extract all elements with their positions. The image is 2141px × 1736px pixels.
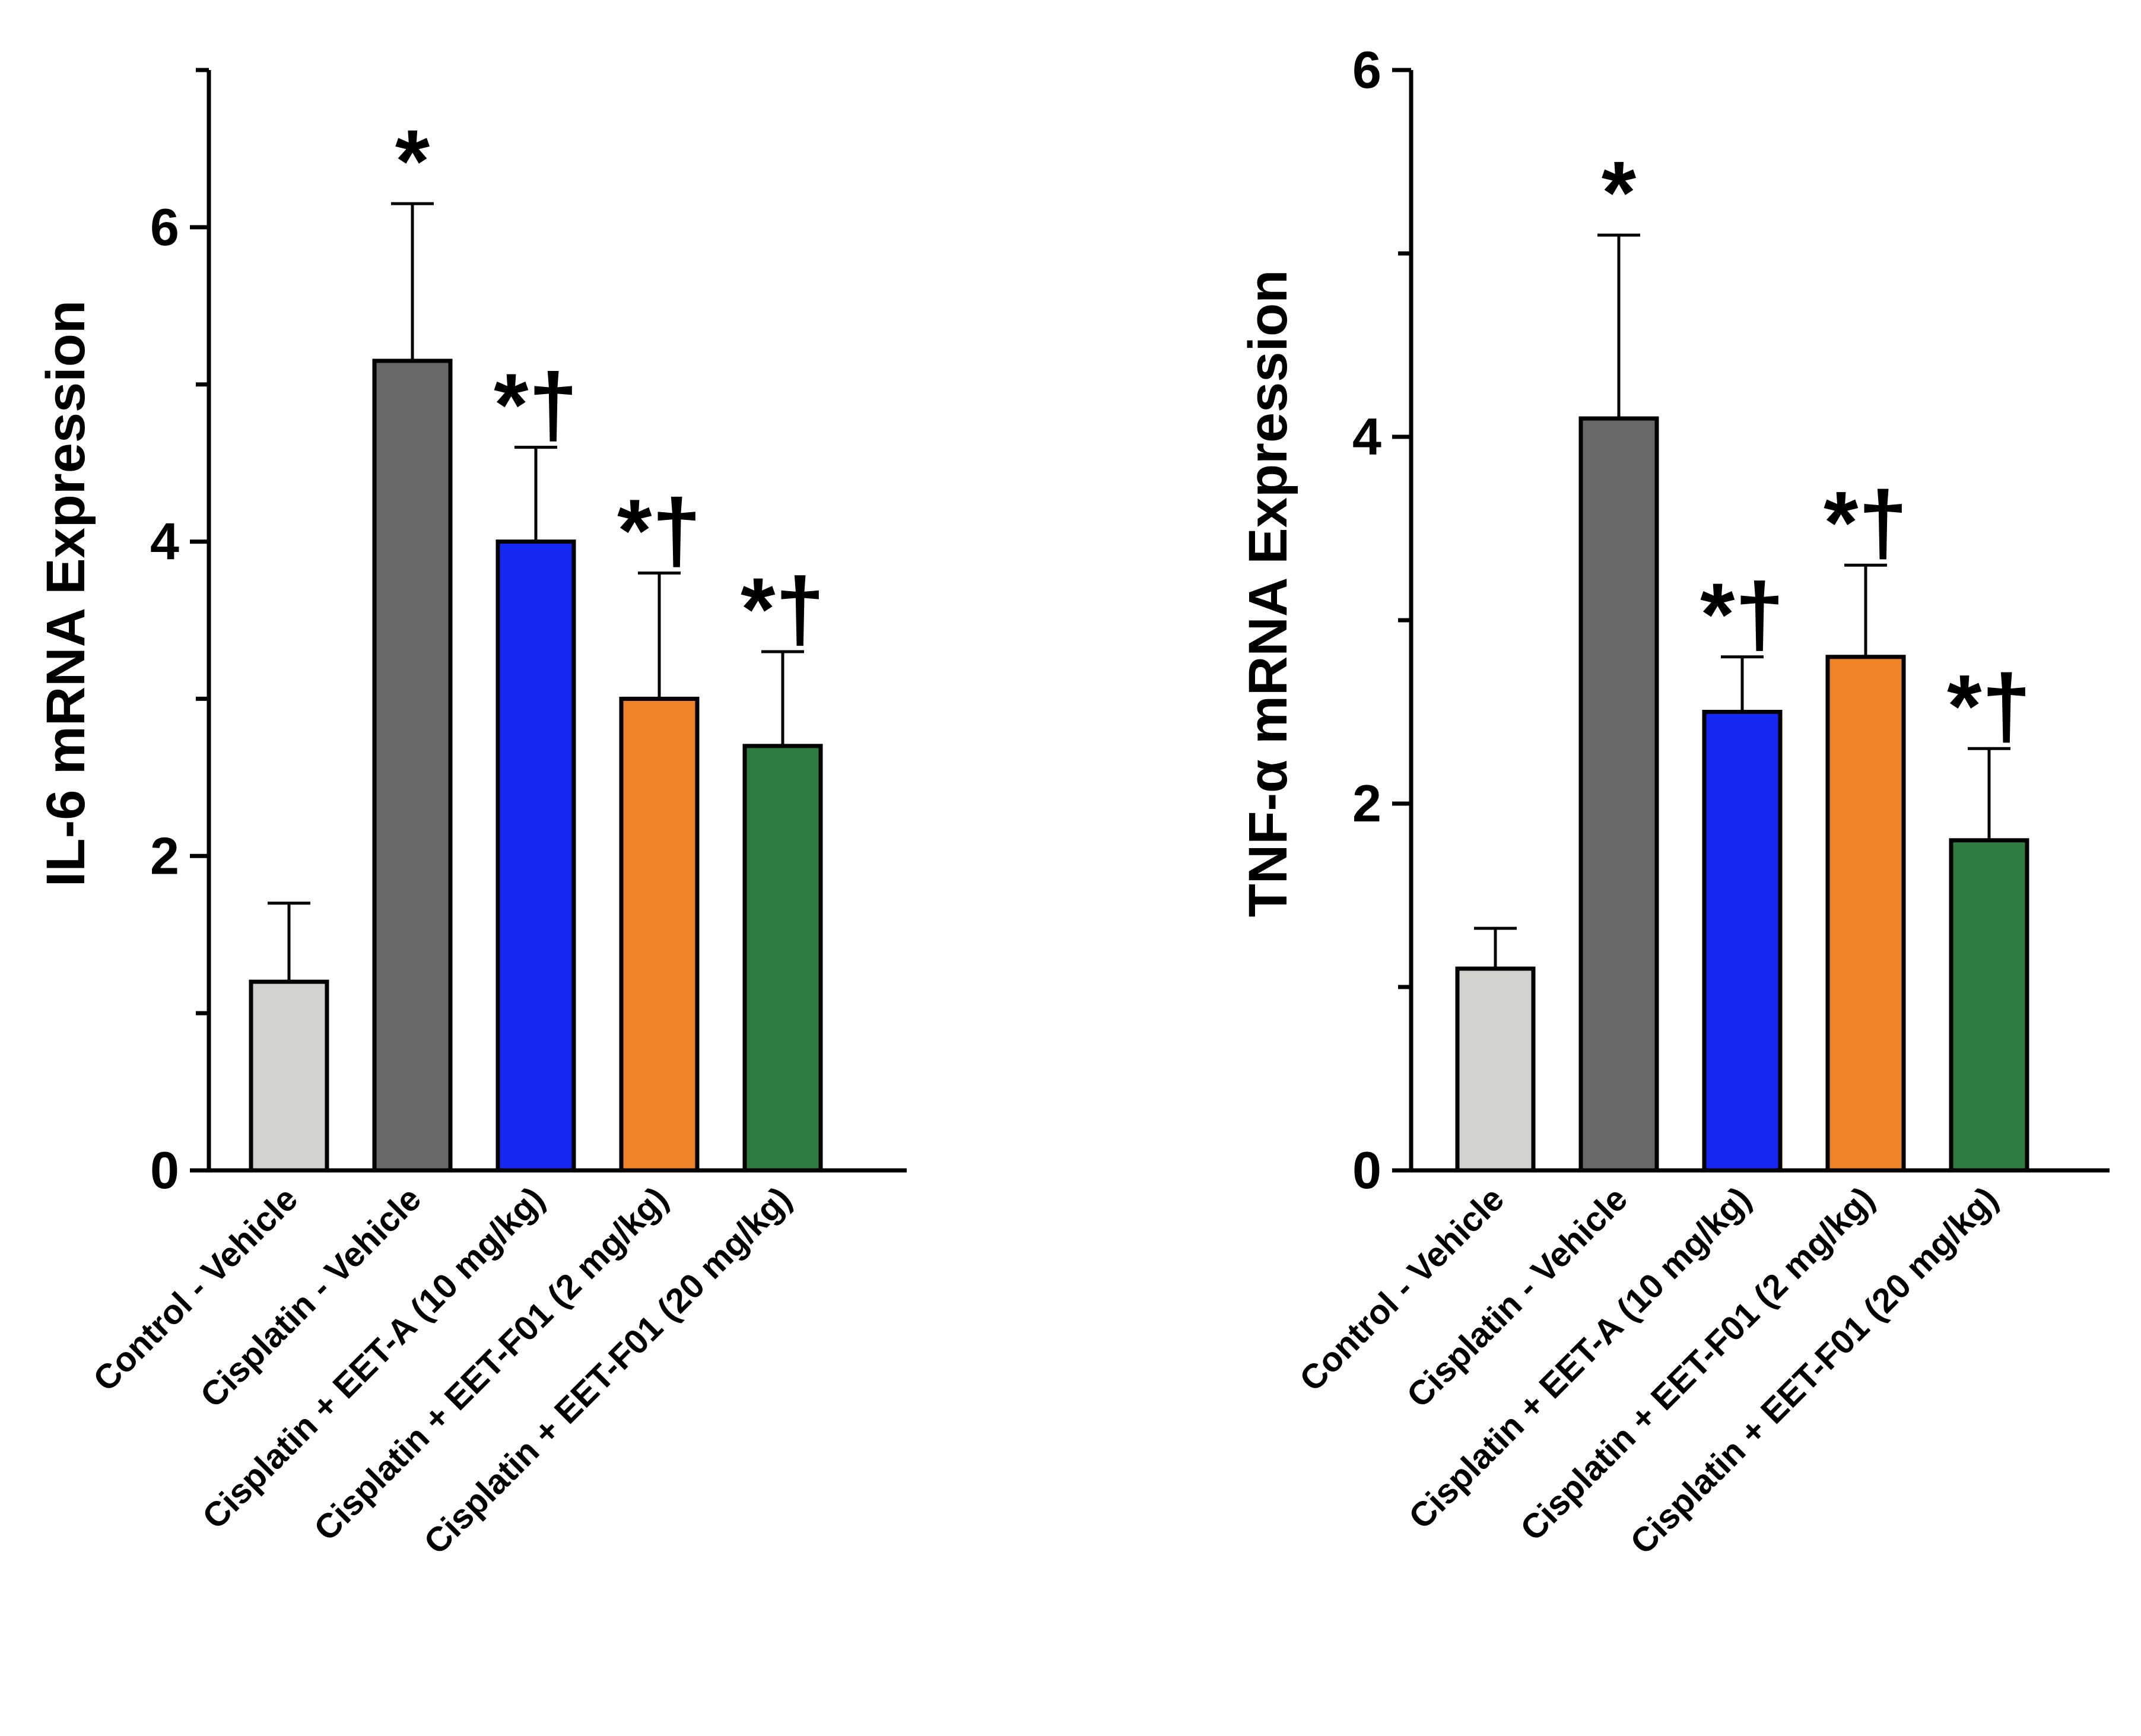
il6-bar-3: [619, 696, 700, 1173]
il6-bar-2: [495, 539, 576, 1173]
il6-y-tick-label: 6: [150, 198, 179, 256]
tnfa-bar-4: [1949, 838, 2029, 1173]
tnfa-category-label-1: Cisplatin - Vehicle: [1399, 1179, 1635, 1415]
il6-category-label-0: Control - Vehicle: [86, 1179, 306, 1399]
il6-significance-2: *†: [494, 355, 578, 455]
il6-panel: 0 2 4 6 IL-6 mRNA Expression Control - Vehicl…: [36, 68, 907, 1562]
tnfa-y-tick-label: 2: [1352, 774, 1381, 833]
il6-category-label-1: Cisplatin - Vehicle: [193, 1179, 428, 1415]
il6-significance-3: *†: [617, 481, 701, 580]
tnfa-significance-3: *†: [1824, 472, 1908, 572]
tnfa-significance-1: *: [1602, 142, 1637, 242]
il6-significance-1: *: [395, 111, 430, 211]
il6-bar-4: [742, 744, 823, 1173]
tnfa-panel: 0 2 4 6 TNF-α mRNA Expression Control - Vehic…: [1238, 40, 2110, 1562]
tnfa-bar-3: [1825, 655, 1906, 1173]
tnfa-y-axis-label: TNF-α mRNA Expression: [1238, 270, 1298, 918]
il6-bar-0: [249, 979, 329, 1173]
tnfa-y-tick-label: 6: [1352, 40, 1381, 99]
tnfa-bar-0: [1455, 966, 1536, 1173]
il6-y-tick-label: 0: [150, 1141, 179, 1199]
il6-y-axis-label: IL-6 mRNA Expression: [36, 300, 96, 887]
il6-significance-4: *†: [741, 559, 825, 659]
il6-bar-1: [372, 358, 453, 1173]
tnfa-significance-2: *†: [1700, 564, 1784, 664]
tnfa-y-tick-label: 0: [1352, 1141, 1381, 1199]
tnfa-bar-2: [1702, 710, 1783, 1173]
tnfa-bar-1: [1578, 416, 1659, 1173]
il6-y-tick-label: 2: [150, 826, 179, 885]
il6-y-tick-label: 4: [150, 512, 179, 571]
tnfa-y-tick-label: 4: [1352, 407, 1381, 466]
tnfa-significance-4: *†: [1947, 656, 2031, 756]
tnfa-category-label-0: Control - Vehicle: [1292, 1179, 1512, 1399]
